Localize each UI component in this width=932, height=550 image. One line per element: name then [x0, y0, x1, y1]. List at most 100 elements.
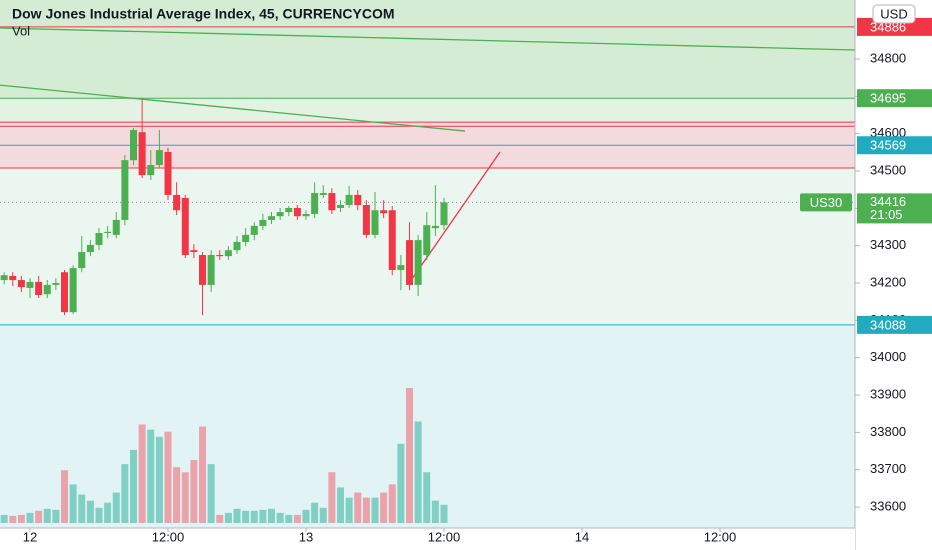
volume-bar	[52, 509, 60, 523]
volume-bar	[337, 487, 345, 523]
volume-bar	[362, 497, 370, 523]
price-label: 34695	[870, 91, 906, 106]
candle-body	[440, 202, 448, 226]
volume-bar	[345, 497, 353, 523]
y-tick-label: 34500	[870, 162, 906, 177]
symbol-label: US30	[810, 195, 843, 210]
candle-body	[112, 219, 120, 235]
volume-bar	[112, 492, 120, 523]
volume-bar	[26, 512, 34, 523]
candle-body	[17, 280, 25, 288]
candle-body	[431, 225, 439, 229]
y-tick-label: 33600	[870, 499, 906, 514]
volume-bar	[354, 492, 362, 523]
volume-bar	[440, 504, 448, 523]
x-tick-label: 12:00	[704, 529, 737, 544]
last-price-label: 34416	[870, 194, 906, 209]
candle-body	[345, 194, 353, 206]
candle-body	[293, 207, 301, 217]
candle-body	[121, 160, 129, 220]
candle-body	[414, 240, 422, 285]
candle-body	[95, 233, 103, 245]
candle-body	[164, 151, 172, 195]
volume-bar	[216, 514, 224, 523]
x-tick-label: 13	[299, 529, 313, 544]
candle-body	[52, 283, 60, 285]
trend-line	[0, 84, 466, 132]
volume-bar	[406, 388, 414, 523]
zone	[0, 98, 855, 123]
volume-bar	[414, 421, 422, 523]
candle-body	[406, 240, 414, 285]
candle-body	[35, 281, 43, 295]
candle-body	[397, 265, 405, 270]
volume-bar	[242, 510, 250, 523]
volume-bar	[86, 500, 94, 523]
volume-bar	[293, 514, 301, 523]
last-price-box	[857, 193, 932, 224]
y-tick-label: 34800	[870, 50, 906, 65]
x-tick-label: 12	[23, 529, 37, 544]
volume-bar	[181, 472, 189, 523]
volume-bar	[9, 515, 17, 523]
volume-bar	[17, 514, 25, 523]
y-tick-label: 33900	[870, 387, 906, 402]
volume-bar	[380, 492, 388, 523]
volume-bar	[431, 500, 439, 523]
candle-body	[207, 255, 215, 285]
candle-body	[199, 255, 207, 285]
y-tick-label: 33700	[870, 461, 906, 476]
candle-body	[276, 212, 284, 217]
currency-label[interactable]: USD	[880, 6, 907, 21]
candle-body	[190, 250, 198, 253]
volume-bar	[164, 431, 172, 523]
zone	[0, 0, 855, 99]
candle-body	[250, 225, 258, 235]
volume-bar	[285, 514, 293, 523]
candle-body	[423, 225, 431, 256]
candle-body	[104, 231, 112, 234]
candle-body	[224, 250, 232, 257]
candle-body	[233, 241, 241, 251]
volume-label: Vol	[12, 23, 30, 38]
volume-bar	[397, 443, 405, 523]
volume-bar	[319, 507, 327, 523]
price-label-box	[857, 89, 932, 108]
candle-body	[388, 210, 396, 270]
candle-body	[0, 275, 8, 281]
candle-body	[147, 165, 155, 176]
candle-body	[268, 216, 276, 220]
candle-body	[259, 219, 267, 226]
volume-bar	[69, 484, 77, 523]
countdown-label: 21:05	[870, 207, 903, 222]
candle-body	[69, 268, 77, 313]
candle-body	[138, 132, 146, 176]
volume-bar	[147, 429, 155, 523]
time-axis-panel	[0, 528, 855, 550]
currency-button[interactable]	[872, 4, 916, 24]
volume-bar	[311, 502, 319, 523]
x-tick-label: 12:00	[428, 529, 461, 544]
price-label: 34569	[870, 138, 906, 153]
x-tick-label: 14	[575, 529, 589, 544]
volume-bar	[61, 470, 69, 523]
candle-body	[43, 284, 51, 295]
volume-bar	[268, 508, 276, 523]
candle-body	[216, 255, 224, 257]
volume-bar	[199, 426, 207, 523]
candle-body	[362, 205, 370, 235]
candle-body	[86, 244, 94, 253]
volume-bar	[207, 464, 215, 523]
trend-line	[0, 27, 856, 51]
volume-bar	[43, 508, 51, 523]
volume-bar	[35, 510, 43, 523]
candle-body	[302, 213, 310, 217]
volume-bar	[138, 424, 146, 523]
trend-line	[409, 151, 501, 283]
y-tick-label: 34300	[870, 237, 906, 252]
y-tick-label: 33800	[870, 424, 906, 439]
candle-body	[371, 210, 379, 235]
volume-bar	[250, 510, 258, 523]
volume-bar	[121, 464, 129, 523]
